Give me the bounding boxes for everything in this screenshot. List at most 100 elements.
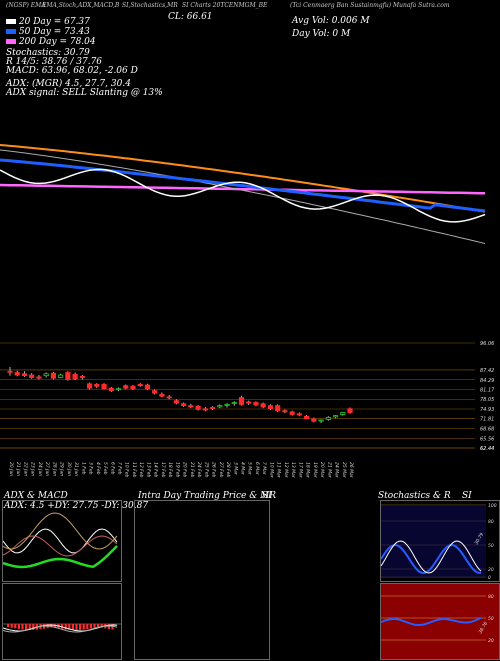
date-label: 23 Jan: [30, 462, 36, 476]
r-axis-label: 50: [488, 616, 494, 622]
ema20-swatch: [6, 19, 16, 24]
macd-histogram-bar: [32, 624, 35, 630]
stoch-axis-label: 50: [488, 543, 494, 549]
adx-plus-line: [2, 528, 118, 554]
date-label: 19 Mar: [312, 462, 318, 479]
legend-ema50: 50 Day = 73.43: [6, 27, 90, 37]
stoch-value-label: 30.79: [474, 532, 486, 546]
date-label: 10 Feb: [124, 462, 130, 478]
macd-histogram-bar: [10, 624, 13, 628]
ema-grey-line: [0, 149, 486, 244]
macd-histogram-bar: [28, 624, 31, 630]
macd-histogram-bar: [93, 624, 96, 628]
candle-body: [94, 384, 100, 387]
macd-line: [2, 624, 118, 632]
candle-body: [130, 385, 136, 390]
date-label: 19 Feb: [174, 462, 180, 478]
legend-ema20: 20 Day = 67.37: [6, 17, 90, 27]
candle-body: [50, 372, 57, 379]
candle-body: [195, 405, 201, 410]
candle-body: [267, 405, 274, 410]
adx-minus-line: [2, 535, 118, 557]
price-axis-label: 62.44: [480, 446, 494, 452]
macd-histogram-bar: [97, 624, 100, 628]
candle-body: [115, 388, 122, 391]
macd-histogram-bar: [86, 624, 89, 630]
intraday-panel: [134, 500, 270, 660]
day-volume: Day Vol: 0 M: [292, 29, 351, 39]
date-label: 29 Jan: [59, 462, 65, 476]
date-label: 14 Feb: [153, 462, 159, 478]
date-label: 11 Feb: [131, 462, 137, 478]
candle-body: [137, 384, 143, 387]
date-label: 18 Feb: [167, 462, 173, 478]
date-label: 26 Feb: [211, 462, 217, 478]
ema20-line: [0, 168, 486, 223]
date-label: 4 Mar: [239, 462, 245, 476]
date-label: 6 Mar: [254, 462, 260, 476]
candle-body: [303, 415, 310, 420]
candle-body: [202, 408, 208, 411]
candle-body: [159, 394, 165, 397]
stoch-d-line: [380, 540, 482, 574]
candle-body: [246, 401, 252, 404]
candle-body: [209, 407, 216, 409]
candle-body: [224, 404, 230, 406]
date-label: 31 Jan: [73, 462, 79, 476]
r-line: [380, 616, 482, 627]
r-axis-label: 20: [488, 638, 494, 644]
candle-body: [260, 403, 266, 408]
candle-body: [289, 411, 295, 415]
legend-ema200: 200 Day = 78.04: [6, 37, 96, 47]
date-label: 21 Jan: [15, 462, 21, 476]
ema-orange-line: [0, 144, 486, 213]
candle-body: [296, 413, 302, 416]
date-label: 27 Feb: [218, 462, 224, 478]
candle-body: [173, 400, 179, 404]
adx-strength-line: [2, 545, 118, 569]
date-label: 21 Mar: [326, 462, 332, 479]
stoch-axis-label: 80: [488, 519, 494, 525]
candle-body: [58, 374, 64, 378]
stoch-panel: 100 80 50 20 0 30.79: [380, 500, 500, 582]
ticker-label: (NGSP) EMA: [6, 2, 46, 9]
candle-body: [318, 419, 324, 422]
close-price: CL: 66.61: [168, 12, 213, 22]
macd-histogram-bar: [7, 624, 10, 627]
date-label: 17 Mar: [297, 462, 303, 479]
date-label: 18 Mar: [305, 462, 311, 479]
price-axis-label: 78.05: [480, 397, 494, 403]
macd-histogram-bar: [82, 624, 85, 630]
date-label: 22 Jan: [22, 462, 28, 476]
candle-body: [181, 403, 187, 407]
candle-body: [29, 374, 35, 378]
date-label: 3 Mar: [232, 462, 238, 476]
price-chart: 96.06 87.42 84.29 81.17 78.05 74.93 71.81 68.68…: [0, 144, 495, 479]
price-axis-label: 87.42: [480, 368, 494, 374]
price-axis-label: 65.56: [480, 436, 494, 442]
ema50-label: 50 Day = 73.43: [18, 27, 90, 37]
intraday-panel-title: Intra Day Trading Price & MR: [138, 491, 277, 501]
candle-body: [14, 372, 20, 376]
adx-signal: ADX signal: SELL Slanting @ 13%: [6, 88, 163, 98]
date-label: 20 Feb: [182, 462, 188, 478]
date-label: 4 Feb: [95, 462, 101, 475]
adx-chart: [2, 512, 118, 569]
macd-histogram-bar: [21, 624, 24, 630]
price-axis-label: 74.93: [480, 407, 494, 413]
date-label: 24 Feb: [196, 462, 202, 478]
date-label: 7 Feb: [117, 462, 123, 475]
candle-body: [238, 397, 245, 405]
candle-body: [108, 387, 114, 392]
candle-body: [79, 375, 85, 378]
date-label: 27 Jan: [44, 462, 50, 476]
candle-body: [217, 405, 223, 408]
candle-body: [144, 384, 151, 390]
stoch-title: SI,Stochastics,MR: [122, 2, 178, 9]
date-label: 24 Mar: [334, 462, 340, 479]
r-value: R 14/5: 38.76 / 37.76: [6, 57, 103, 67]
candle-body: [282, 410, 288, 413]
stoch-si-label: SI: [462, 491, 472, 501]
stoch-panel-title: Stochastics & R: [378, 491, 451, 501]
price-axis-label: 96.06: [480, 341, 494, 347]
